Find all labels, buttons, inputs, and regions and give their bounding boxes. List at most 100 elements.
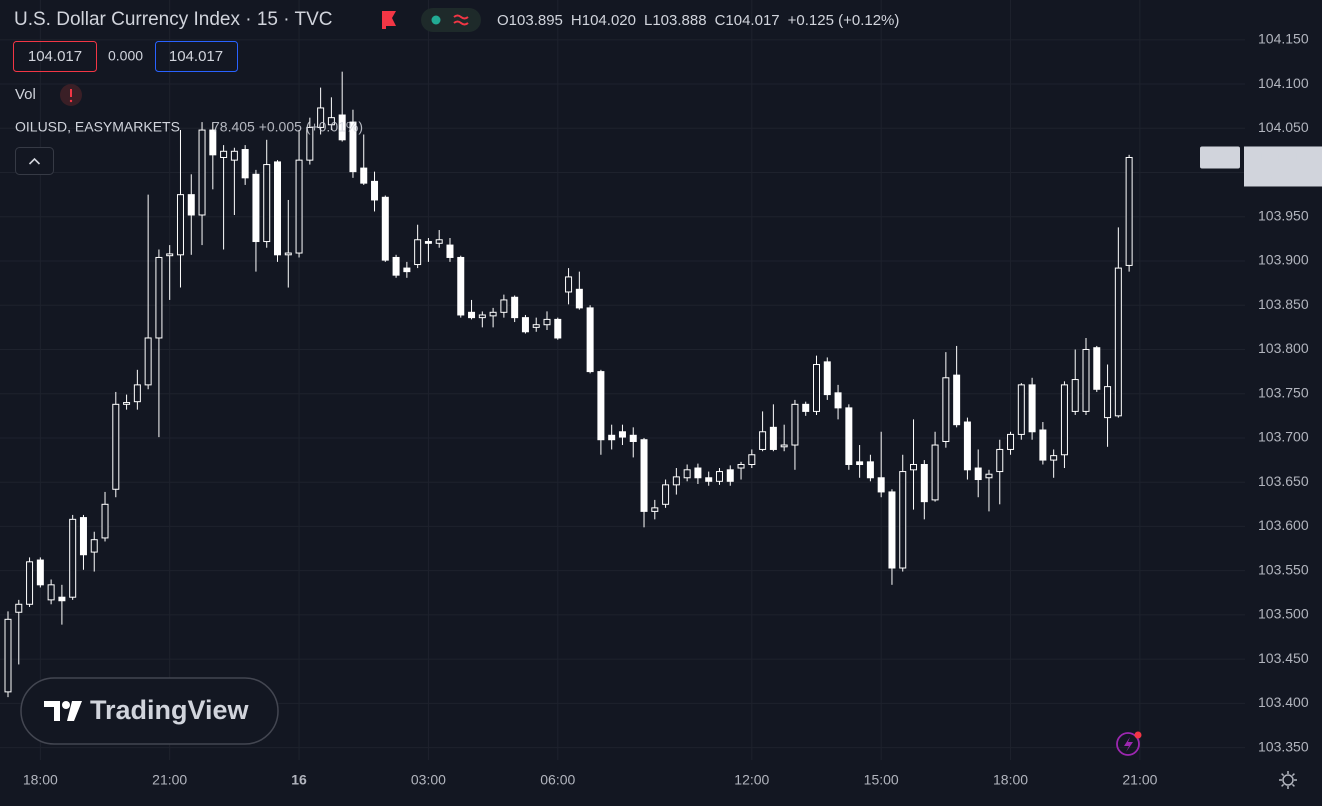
x-tick-label: 06:00: [540, 772, 575, 788]
candle-body: [58, 596, 66, 602]
candle-body: [306, 126, 314, 161]
candle-body: [683, 469, 691, 479]
candle-body: [166, 253, 174, 257]
settings-icon[interactable]: [1282, 774, 1294, 786]
candle-body: [586, 307, 594, 373]
candle-body: [295, 159, 303, 254]
candle-body: [26, 561, 34, 605]
candle-body: [209, 129, 217, 156]
candle-body: [672, 476, 680, 486]
candle-body: [974, 467, 982, 481]
logo-badge[interactable]: [20, 677, 279, 745]
ohlc-key: C: [715, 12, 726, 29]
overlay-symbol: OILUSD, EASYMARKETS: [15, 119, 180, 135]
ask-box[interactable]: [155, 41, 238, 72]
candle-body: [662, 484, 670, 505]
candle-body: [1082, 348, 1090, 412]
x-tick-label: 18:00: [23, 772, 58, 788]
lightning-icon: [1124, 737, 1133, 752]
grid: [0, 0, 1245, 760]
candle-body: [759, 431, 767, 450]
candle-body: [910, 463, 918, 471]
candle-body: [90, 539, 98, 553]
symbol-tag: DXY: [1207, 149, 1234, 164]
candle-body: [381, 196, 389, 261]
candle-body: [888, 491, 896, 569]
y-tick-label: 103.750: [1258, 384, 1309, 400]
candle-body: [457, 256, 465, 316]
y-tick-label: 103.850: [1258, 296, 1309, 312]
candle-body: [435, 239, 443, 244]
candles: [4, 71, 1133, 698]
candle-body: [834, 392, 842, 409]
candle-body: [640, 439, 648, 512]
x-tick-label: 12:00: [734, 772, 769, 788]
candle-body: [133, 384, 141, 403]
candle-body: [705, 477, 713, 482]
candle-body: [1104, 386, 1112, 419]
ohlc-key: H: [571, 12, 582, 29]
candle-body: [942, 377, 950, 442]
candle-body: [931, 444, 939, 501]
collapse-button[interactable]: [15, 147, 54, 175]
candle-body: [726, 469, 734, 482]
candle-body: [478, 314, 486, 319]
candle-body: [780, 444, 788, 448]
candle-body: [338, 114, 346, 141]
x-tick-label: 21:00: [1122, 772, 1157, 788]
logo-mark: [44, 701, 60, 721]
candle-body: [953, 374, 961, 426]
candle-body: [737, 463, 745, 469]
candle-body: [489, 311, 497, 317]
candle-body: [715, 471, 723, 482]
candle-body: [1050, 455, 1058, 461]
x-tick-label: 18:00: [993, 772, 1028, 788]
flag-icon[interactable]: [382, 11, 396, 29]
candle-body: [187, 194, 195, 216]
bid-box[interactable]: [13, 41, 97, 72]
bid: 104.017: [28, 48, 82, 65]
candle-body: [1114, 267, 1122, 417]
countdown: 13:39: [1258, 168, 1291, 183]
ohlc-legend: O103.895 H104.020 L103.888 C104.017 +0.125 (…: [497, 12, 899, 29]
candle-body: [1017, 384, 1025, 435]
candle-body: [899, 471, 907, 569]
candle-body: [241, 149, 249, 179]
symbol-tag-box: [1200, 146, 1240, 169]
candle-body: [543, 318, 551, 326]
logo-mark-dot: [62, 701, 70, 709]
volume-label: Vol: [15, 86, 36, 103]
candle-body: [521, 317, 529, 333]
lightning-button[interactable]: [1116, 732, 1140, 756]
candle-body: [424, 241, 432, 244]
x-tick-label: 21:00: [152, 772, 187, 788]
candle-body: [317, 107, 325, 128]
candle-body: [274, 161, 281, 256]
candle-body: [263, 164, 271, 243]
warning-dot: [69, 99, 73, 103]
logo-text: TradingView: [90, 695, 250, 725]
candle-body: [856, 461, 864, 465]
candle-body: [511, 296, 519, 319]
overlay-legend: OILUSD, EASYMARKETS 78.405 +0.005 (+0.01%…: [15, 119, 363, 135]
y-tick-label: 103.550: [1258, 561, 1309, 577]
x-tick-label: 16: [291, 772, 307, 788]
candle-body: [47, 584, 55, 601]
candle-body: [1071, 379, 1079, 412]
ohlc-value: 103.895: [509, 12, 563, 29]
candle-body: [802, 403, 810, 412]
candle-body: [500, 299, 508, 313]
candle-body: [597, 371, 605, 441]
candle-body: [963, 421, 971, 471]
candle-body: [748, 454, 756, 465]
status-pill[interactable]: [421, 8, 481, 32]
chevron-icon: [28, 157, 41, 165]
candle-body: [4, 618, 12, 693]
price-tag: DXY 104.017 13:39: [1200, 146, 1322, 187]
chart-title: U.S. Dollar Currency Index · 15 · TVC: [14, 9, 333, 30]
candle-body: [791, 403, 799, 446]
data-icon: [453, 14, 469, 26]
candle-body: [554, 318, 562, 339]
